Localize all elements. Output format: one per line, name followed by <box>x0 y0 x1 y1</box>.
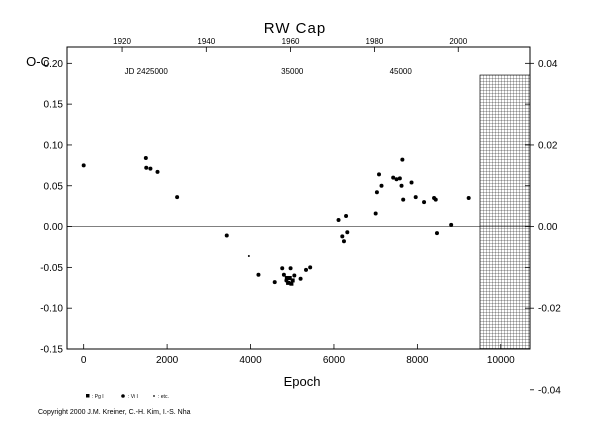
legend-marker-pg <box>86 394 90 398</box>
y-axis-label: O-C <box>26 54 50 69</box>
data-point-vi <box>391 175 396 180</box>
data-point-vi <box>409 180 414 185</box>
data-point-vi <box>379 183 384 188</box>
legend-marker-etc <box>153 395 155 397</box>
y-tick-label: 0.00 <box>44 222 64 233</box>
data-point-vi <box>413 195 418 200</box>
copyright-notice: Copyright 2000 J.M. Kreiner, C.-H. Kim, … <box>38 409 191 416</box>
data-point-vi <box>434 231 439 236</box>
legend-marker-vi <box>121 394 125 398</box>
x-tick-label: 8000 <box>406 355 429 366</box>
data-point-vi <box>394 177 399 182</box>
data-point-vi <box>341 239 346 244</box>
data-point-vi <box>148 166 153 171</box>
right-tick-label: 0.02 <box>538 140 558 151</box>
data-point-vi <box>143 156 148 161</box>
legend-label-vi: : Vi I <box>128 394 138 400</box>
data-point-vi <box>400 157 405 162</box>
x-axis-label: Epoch <box>284 374 321 389</box>
data-point-pg <box>286 280 291 285</box>
data-point-pg <box>290 278 295 283</box>
data-point-vi <box>256 272 261 277</box>
y-tick-label: 0.20 <box>44 59 64 70</box>
plot-frame <box>66 46 531 350</box>
jd-label: JD 2425000 <box>125 67 169 76</box>
x-tick-label: 10000 <box>487 355 515 366</box>
right-tick-label: -0.02 <box>538 304 561 315</box>
data-point-vi <box>308 265 313 270</box>
right-tick-label: -0.04 <box>538 385 561 396</box>
legend-label-pg: : Pg I <box>92 394 104 400</box>
data-point-vi <box>344 213 349 218</box>
data-point-pg <box>284 275 289 280</box>
data-point-vi <box>288 266 293 271</box>
data-point-vi <box>284 278 289 283</box>
x-tick-label: 0 <box>81 355 87 366</box>
data-point-vi <box>340 234 345 239</box>
top-year-tick-label: 2000 <box>449 37 467 46</box>
jd-label: 35000 <box>281 67 304 76</box>
x-tick-label: 2000 <box>156 355 179 366</box>
data-point-vi <box>336 218 341 223</box>
y-tick-label: -0.05 <box>40 263 63 274</box>
jd-label: 45000 <box>390 67 413 76</box>
data-point-vi <box>280 266 285 271</box>
data-point-vi <box>304 267 309 272</box>
data-point-vi <box>422 200 427 205</box>
legend-label-etc: : etc. <box>158 394 169 400</box>
y-tick-label: 0.05 <box>44 181 64 192</box>
x-tick-label: 4000 <box>239 355 262 366</box>
data-point-vi <box>374 190 379 195</box>
y-tick-label: 0.10 <box>44 140 64 151</box>
top-year-tick-label: 1960 <box>282 37 300 46</box>
y-tick-label: -0.15 <box>40 345 63 356</box>
data-point-vi <box>224 233 229 238</box>
y-tick-label: 0.15 <box>44 100 64 111</box>
data-point-vi <box>373 211 378 216</box>
data-point-vi <box>433 197 438 202</box>
data-point-vi <box>155 169 160 174</box>
y-tick-label: -0.10 <box>40 304 63 315</box>
top-year-tick-label: 1980 <box>366 37 384 46</box>
data-point-etc <box>247 254 250 257</box>
data-point-vi <box>298 276 303 281</box>
data-point-pg <box>287 275 292 280</box>
top-year-tick-label: 1920 <box>113 37 131 46</box>
data-point-vi <box>466 196 471 200</box>
data-point-vi <box>377 172 382 177</box>
top-year-tick-label: 1940 <box>197 37 215 46</box>
data-point-vi <box>401 197 406 202</box>
x-tick-label: 6000 <box>323 355 346 366</box>
chart-title: RW Cap <box>264 20 326 37</box>
data-point-vi <box>292 273 297 278</box>
right-tick-label: 0.04 <box>538 59 558 70</box>
data-point-vi <box>281 272 286 277</box>
hatched-region <box>479 74 531 350</box>
data-point-vi <box>81 163 86 168</box>
data-point-pg <box>289 281 294 286</box>
data-point-vi <box>144 165 149 170</box>
data-point-vi <box>397 176 402 181</box>
data-point-vi <box>272 280 277 285</box>
data-point-vi <box>175 195 180 200</box>
data-point-vi <box>449 222 454 227</box>
data-point-vi <box>345 230 350 235</box>
data-point-vi <box>399 183 404 188</box>
legend: : Pg I : Vi I : etc. <box>86 394 169 400</box>
right-tick-label: 0.00 <box>538 222 558 233</box>
